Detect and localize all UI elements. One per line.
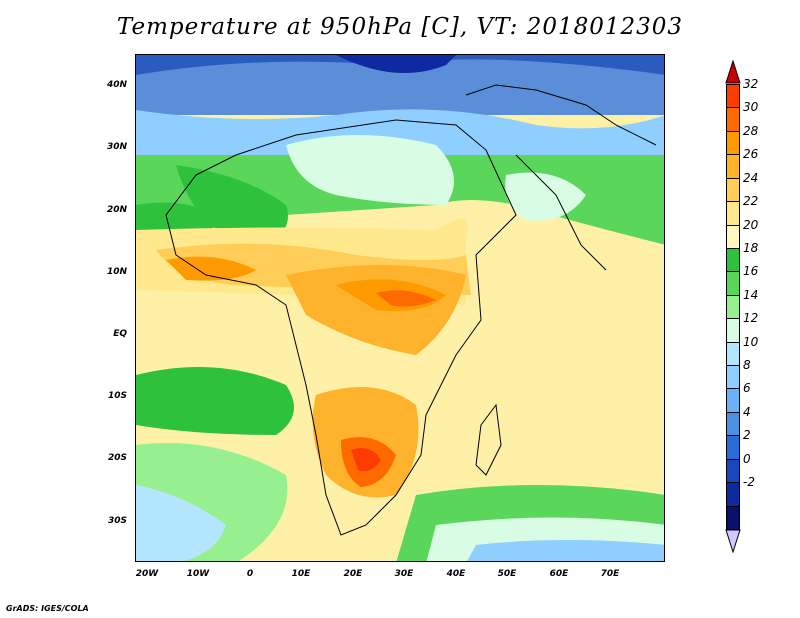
lon-label-10e: 10E — [291, 569, 311, 579]
lon-label-50e: 50E — [497, 569, 517, 579]
colorbar-label: 20 — [743, 217, 759, 232]
lat-label-10n: 10N — [106, 267, 127, 277]
colorbar-label: 28 — [743, 123, 759, 138]
colorbar-cell — [726, 458, 740, 484]
colorbar-label: -2 — [743, 475, 755, 490]
lat-label-20n: 20N — [106, 205, 127, 215]
colorbar-cell — [726, 154, 740, 179]
colorbar-cell — [726, 130, 740, 156]
colorbar-cell — [726, 247, 740, 273]
lat-label-30n: 30N — [106, 142, 127, 152]
lat-label-30s: 30S — [107, 516, 127, 526]
plot-title: Temperature at 950hPa [C], VT: 201801230… — [116, 14, 684, 40]
madagascar-outline — [475, 403, 502, 476]
lon-label-30e: 30E — [394, 569, 414, 579]
lat-label-20s: 20S — [107, 453, 127, 463]
grads-credit: GrADS: IGES/COLA — [6, 604, 89, 613]
colorbar-cell — [726, 505, 740, 530]
arabia-coastline — [515, 154, 607, 271]
colorbar-label: 14 — [743, 287, 759, 302]
lon-label-20e: 20E — [343, 569, 363, 579]
colorbar-cell — [726, 341, 740, 367]
lon-label-40e: 40E — [446, 569, 466, 579]
colorbar-label: 26 — [743, 147, 759, 162]
colorbar-label: 18 — [743, 240, 759, 255]
colorbar-label: 2 — [743, 428, 751, 443]
colorbar-label: 4 — [743, 404, 751, 419]
colorbar-cell — [726, 107, 740, 132]
colorbar-label: 22 — [743, 194, 759, 209]
colorbar-cell — [726, 482, 740, 507]
lon-label-0: 0 — [246, 569, 254, 579]
colorbar — [726, 84, 740, 530]
colorbar-cell — [726, 84, 740, 109]
colorbar-cell — [726, 177, 740, 203]
colorbar-label: 0 — [743, 451, 751, 466]
lon-label-20w: 20W — [135, 569, 159, 579]
colorbar-under-arrow — [725, 529, 741, 553]
colorbar-label: 10 — [743, 334, 759, 349]
colorbar-cell — [726, 271, 740, 296]
lon-label-70e: 70E — [600, 569, 620, 579]
lon-label-60e: 60E — [549, 569, 569, 579]
colorbar-cell — [726, 224, 740, 249]
colorbar-label: 12 — [743, 311, 759, 326]
lat-label-10s: 10S — [107, 391, 127, 401]
temperature-map — [135, 54, 665, 562]
colorbar-label: 24 — [743, 170, 759, 185]
colorbar-over-arrow — [725, 60, 741, 84]
colorbar-cell — [726, 201, 740, 226]
africa-coastline — [165, 119, 517, 536]
colorbar-cell — [726, 294, 740, 320]
colorbar-cell — [726, 365, 740, 390]
map-field — [136, 55, 664, 561]
colorbar-cell — [726, 388, 740, 413]
lat-label-40n: 40N — [106, 80, 127, 90]
colorbar-label: 6 — [743, 381, 751, 396]
colorbar-label: 32 — [743, 77, 759, 91]
colorbar-cell — [726, 435, 740, 460]
lat-label-eq: EQ — [113, 329, 127, 339]
colorbar-label: 8 — [743, 358, 751, 373]
colorbar-label: 16 — [743, 264, 759, 279]
lon-label-10w: 10W — [186, 569, 210, 579]
colorbar-cell — [726, 411, 740, 437]
colorbar-label: 30 — [743, 100, 759, 115]
colorbar-cell — [726, 318, 740, 343]
